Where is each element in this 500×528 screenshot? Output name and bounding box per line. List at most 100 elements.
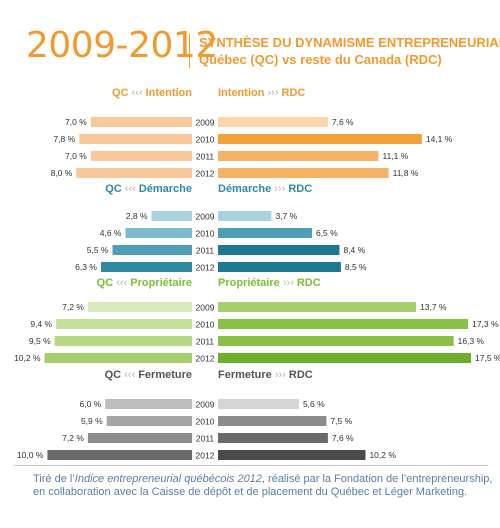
rdc-bar <box>218 134 422 144</box>
year-label: 2009 <box>196 303 215 313</box>
qc-value-label: 5,9 % <box>81 416 103 426</box>
butterfly-bar-chart: QC ‹‹‹ Intention Intention ››› RDC20097,0… <box>14 87 500 461</box>
rdc-value-label: 13,7 % <box>420 302 447 312</box>
qc-heading-metric: Intention <box>146 87 193 99</box>
rdc-bar <box>218 353 471 363</box>
qc-heading: QC ‹‹‹ Intention <box>112 87 192 99</box>
qc-bar <box>151 211 192 221</box>
rdc-value-label: 14,1 % <box>426 134 453 144</box>
qc-heading-metric: Propriétaire <box>130 277 192 289</box>
qc-bar <box>87 433 192 443</box>
qc-bar <box>79 134 192 144</box>
qc-value-label: 6,3 % <box>75 262 97 272</box>
source-note-post: , réalisé par la Fondation de l’entrepre… <box>33 473 493 498</box>
rdc-value-label: 7,6 % <box>332 117 354 127</box>
qc-arrows: ‹‹‹ <box>125 183 139 195</box>
rdc-bar <box>218 336 454 346</box>
qc-value-label: 10,0 % <box>17 450 44 460</box>
rdc-arrows: ››› <box>275 369 289 381</box>
qc-value-label: 7,0 % <box>65 151 87 161</box>
chart-title: SYNTHÈSE DU DYNAMISME ENTREPRENEURIAL <box>199 35 500 50</box>
year-label: 2012 <box>196 263 215 273</box>
year-label: 2011 <box>196 152 215 162</box>
rdc-heading-metric: Fermeture <box>218 369 275 381</box>
rdc-bar <box>218 399 299 409</box>
qc-bar <box>112 245 192 255</box>
rdc-bar <box>218 151 379 161</box>
rdc-value-label: 7,6 % <box>332 433 354 443</box>
rdc-value-label: 7,5 % <box>330 416 352 426</box>
rdc-heading: Propriétaire ››› RDC <box>218 277 321 289</box>
rdc-value-label: 5,6 % <box>303 399 325 409</box>
qc-value-label: 7,0 % <box>65 117 87 127</box>
qc-heading-label: QC <box>112 87 132 99</box>
rdc-value-label: 6,5 % <box>316 228 338 238</box>
qc-value-label: 7,2 % <box>62 302 84 312</box>
qc-bar <box>47 450 192 460</box>
qc-arrows: ‹‹‹ <box>124 369 138 381</box>
rdc-value-label: 8,5 % <box>345 262 367 272</box>
rdc-value-label: 11,8 % <box>393 168 419 178</box>
qc-value-label: 2,8 % <box>126 211 148 221</box>
qc-bar <box>90 117 192 127</box>
rdc-bar <box>218 262 341 272</box>
rdc-value-label: 17,3 % <box>472 319 499 329</box>
rdc-bar <box>218 168 389 178</box>
year-label: 2010 <box>196 320 215 330</box>
title-divider <box>189 34 190 68</box>
rdc-bar <box>218 228 312 238</box>
rdc-arrows: ››› <box>268 87 282 99</box>
qc-heading-label: QC <box>105 369 125 381</box>
qc-bar <box>125 228 192 238</box>
qc-value-label: 7,2 % <box>62 433 84 443</box>
rdc-value-label: 11,1 % <box>382 151 408 161</box>
rdc-value-label: 17,5 % <box>475 353 500 363</box>
source-note-pre: Tiré de l’ <box>33 473 75 485</box>
year-label: 2011 <box>196 337 215 347</box>
qc-bar <box>44 353 193 363</box>
qc-bar <box>90 151 192 161</box>
qc-value-label: 10,2 % <box>14 353 41 363</box>
qc-heading-metric: Démarche <box>139 183 192 195</box>
year-label: 2012 <box>196 451 215 461</box>
qc-bar <box>105 399 192 409</box>
qc-heading-metric: Fermeture <box>138 369 192 381</box>
qc-bar <box>100 262 192 272</box>
qc-heading: QC ‹‹‹ Fermeture <box>105 369 192 381</box>
rdc-heading-metric: Intention <box>218 87 268 99</box>
source-note-italic: Indice entrepreneurial québécois 2012 <box>74 473 262 485</box>
rdc-value-label: 8,4 % <box>343 245 365 255</box>
qc-heading: QC ‹‹‹ Propriétaire <box>97 277 192 289</box>
rdc-heading-label: RDC <box>282 87 306 99</box>
qc-value-label: 6,0 % <box>80 399 102 409</box>
rdc-heading-label: RDC <box>288 183 312 195</box>
rdc-bar <box>218 319 469 329</box>
qc-value-label: 4,6 % <box>100 228 122 238</box>
qc-bar <box>106 416 192 426</box>
rdc-heading-label: RDC <box>289 369 313 381</box>
year-label: 2011 <box>196 246 215 256</box>
rdc-bar <box>218 416 327 426</box>
footer-divider <box>14 465 488 466</box>
qc-arrows: ‹‹‹ <box>116 277 130 289</box>
rdc-value-label: 10,2 % <box>369 450 396 460</box>
year-label: 2012 <box>196 354 215 364</box>
rdc-heading-metric: Propriétaire <box>218 277 283 289</box>
rdc-heading: Démarche ››› RDC <box>218 183 312 195</box>
rdc-arrows: ››› <box>274 183 288 195</box>
source-note: Tiré de l’Indice entrepreneurial québéco… <box>33 473 495 499</box>
year-label: 2010 <box>196 229 215 239</box>
rdc-bar <box>218 450 366 460</box>
year-label: 2009 <box>196 118 215 128</box>
year-label: 2010 <box>196 417 215 427</box>
year-label: 2009 <box>196 400 215 410</box>
qc-heading-label: QC <box>105 183 125 195</box>
chart-subtitle: Québec (QC) vs reste du Canada (RDC) <box>199 52 442 67</box>
rdc-value-label: 16,3 % <box>458 336 485 346</box>
rdc-value-label: 3,7 % <box>275 211 297 221</box>
qc-value-label: 8,0 % <box>51 168 73 178</box>
year-label: 2012 <box>196 169 215 179</box>
qc-heading-label: QC <box>97 277 117 289</box>
qc-heading: QC ‹‹‹ Démarche <box>105 183 192 195</box>
qc-value-label: 5,5 % <box>87 245 109 255</box>
